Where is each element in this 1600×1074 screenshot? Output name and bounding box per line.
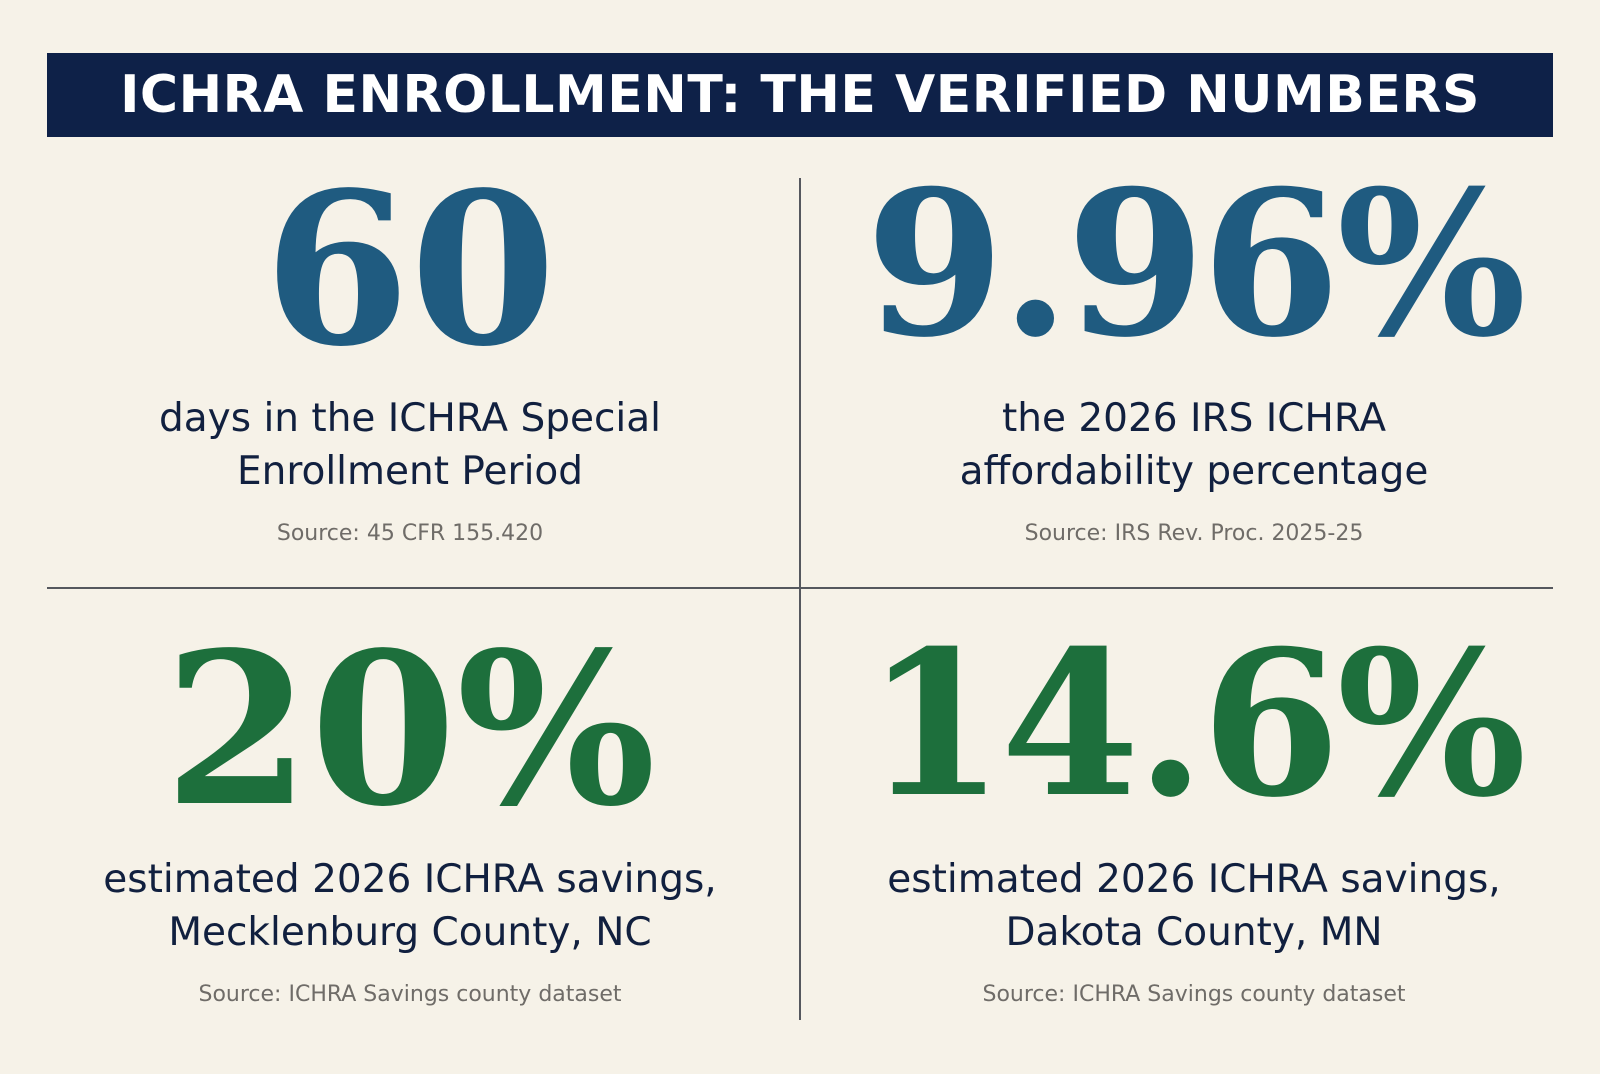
stat-description: the 2026 IRS ICHRA affordability percent… xyxy=(824,392,1564,498)
stat-value: 20% xyxy=(164,606,656,853)
stat-description: estimated 2026 ICHRA savings, Dakota Cou… xyxy=(824,853,1564,959)
stat-description-line: Enrollment Period xyxy=(236,449,584,494)
title-banner: ICHRA ENROLLMENT: THE VERIFIED NUMBERS xyxy=(47,53,1553,137)
vertical-divider xyxy=(799,178,801,1020)
stat-source: Source: ICHRA Savings county dataset xyxy=(982,982,1406,1007)
stat-description: days in the ICHRA Special Enrollment Per… xyxy=(40,392,780,498)
stat-description-line: days in the ICHRA Special xyxy=(159,396,661,441)
stat-description: estimated 2026 ICHRA savings, Mecklenbur… xyxy=(40,853,780,959)
stat-description-line: the 2026 IRS ICHRA xyxy=(1001,396,1387,441)
stat-value: 60 xyxy=(263,146,557,393)
stat-description-line: estimated 2026 ICHRA savings, xyxy=(103,857,717,902)
stat-value: 14.6% xyxy=(865,607,1526,842)
stat-description-line: estimated 2026 ICHRA savings, xyxy=(887,857,1501,902)
horizontal-divider xyxy=(47,587,1553,589)
stat-value: 9.96% xyxy=(865,147,1526,382)
stat-description-line: affordability percentage xyxy=(959,449,1429,494)
page-title: ICHRA ENROLLMENT: THE VERIFIED NUMBERS xyxy=(120,65,1480,125)
stat-description-line: Mecklenburg County, NC xyxy=(168,910,652,955)
stat-source: Source: IRS Rev. Proc. 2025-25 xyxy=(1024,521,1364,546)
stat-source: Source: 45 CFR 155.420 xyxy=(276,521,544,546)
stat-description-line: Dakota County, MN xyxy=(1005,910,1383,955)
stat-source: Source: ICHRA Savings county dataset xyxy=(198,982,622,1007)
